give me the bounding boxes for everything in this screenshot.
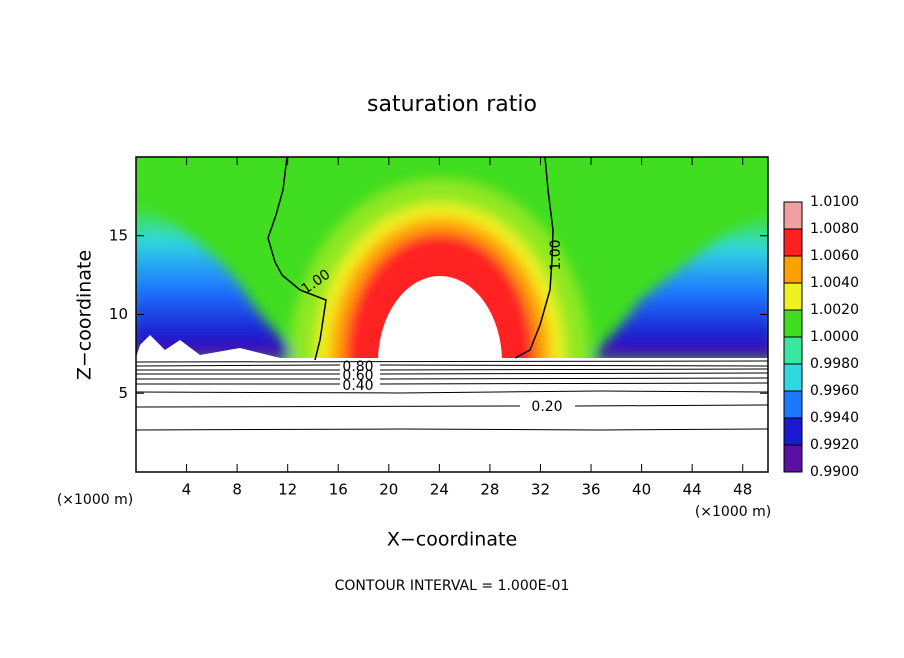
- x-tick-label: 32: [531, 481, 550, 499]
- x-tick-label: 40: [632, 481, 651, 499]
- colorbar-band: [784, 229, 802, 256]
- contour-label: 0.40: [342, 378, 373, 394]
- colorbar-band: [784, 445, 802, 472]
- contour-label: 1.00: [548, 239, 564, 270]
- colorbar-band: [784, 337, 802, 364]
- contour-lines: [135, 156, 769, 431]
- colorbar-band: [784, 202, 802, 229]
- colorbar-tick-label: 0.9940: [810, 410, 859, 426]
- colorbar-tick-label: 1.0040: [810, 275, 859, 291]
- colorbar-tick-label: 0.9960: [810, 383, 859, 399]
- contour-label: 0.20: [531, 399, 562, 415]
- x-tick-label: 28: [480, 481, 499, 499]
- contour-label: 0.80: [342, 359, 373, 375]
- x-tick-label: 4: [182, 481, 192, 499]
- y-unit-label: (×1000 m): [57, 492, 133, 508]
- colorbar-tick-label: 1.0100: [810, 194, 859, 210]
- contour-label: 0.60: [342, 368, 373, 384]
- colorbar-band: [784, 310, 802, 337]
- colorbar-tick-label: 1.0000: [810, 329, 859, 345]
- colorbar-band: [784, 418, 802, 445]
- x-tick-label: 12: [278, 481, 297, 499]
- x-tick-label: 24: [430, 481, 449, 499]
- colorbar-band: [784, 364, 802, 391]
- x-tick-label: 8: [232, 481, 242, 499]
- colorbar-tick-label: 0.9900: [810, 464, 859, 480]
- x-tick-label: 36: [581, 481, 600, 499]
- x-tick-label: 48: [733, 481, 752, 499]
- y-axis-label: Z−coordinate: [74, 250, 96, 380]
- colorbar-tick-label: 0.9980: [810, 356, 859, 372]
- chart-title: saturation ratio: [367, 92, 537, 117]
- colorbar-tick-label: 0.9920: [810, 437, 859, 453]
- y-tick-label: 5: [118, 384, 128, 402]
- footer-note: CONTOUR INTERVAL = 1.000E-01: [335, 578, 570, 594]
- x-tick-label: 16: [329, 481, 348, 499]
- colorbar-band: [784, 391, 802, 418]
- x-tick-label: 20: [379, 481, 398, 499]
- field: [135, 156, 769, 431]
- x-unit-label: (×1000 m): [695, 504, 771, 520]
- x-tick-label: 44: [683, 481, 702, 499]
- colorbar-band: [784, 256, 802, 283]
- y-tick-label: 15: [109, 226, 128, 244]
- colorbar-tick-label: 1.0060: [810, 248, 859, 264]
- y-tick-label: 10: [109, 305, 128, 323]
- colorbar-band: [784, 283, 802, 310]
- x-axis-label: X−coordinate: [387, 529, 517, 551]
- colorbar-tick-label: 1.0020: [810, 302, 859, 318]
- colorbar-tick-label: 1.0080: [810, 221, 859, 237]
